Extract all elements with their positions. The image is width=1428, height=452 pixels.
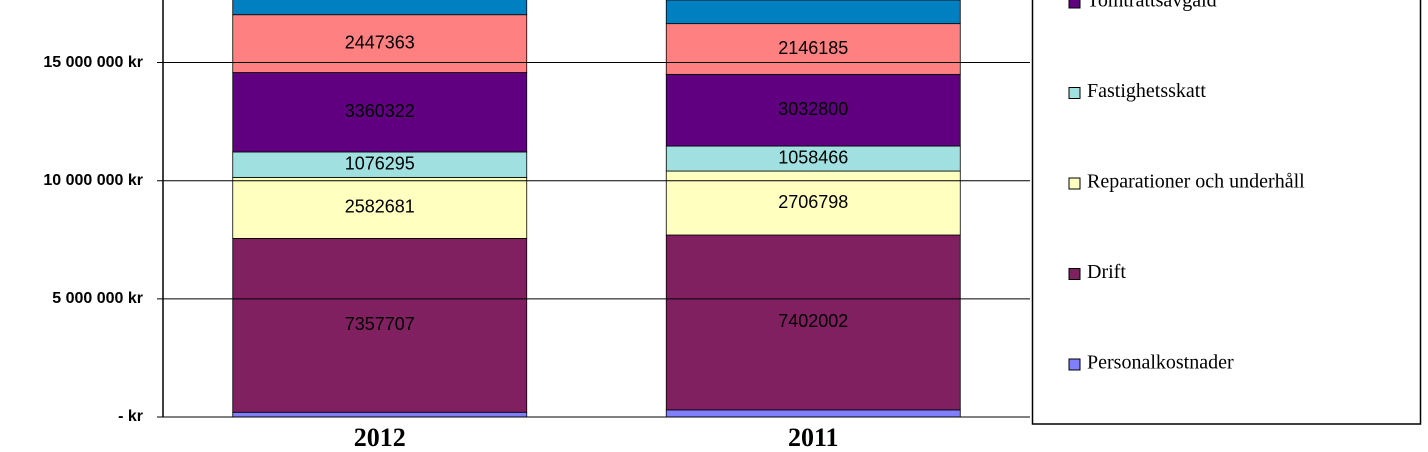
legend-swatch bbox=[1068, 358, 1081, 371]
bar-segment bbox=[665, 0, 961, 25]
data-label: 1076295 bbox=[345, 153, 415, 173]
bar-segment bbox=[665, 234, 961, 411]
legend-box bbox=[1031, 0, 1422, 425]
bar-segment bbox=[665, 170, 961, 236]
bar-segment bbox=[665, 73, 961, 147]
legend-label: Drift bbox=[1087, 261, 1126, 283]
bar-segment bbox=[232, 72, 528, 153]
legend-swatch bbox=[1068, 268, 1081, 280]
legend-swatch bbox=[1068, 0, 1081, 9]
bar-segment bbox=[232, 176, 528, 239]
data-label: 1058466 bbox=[778, 147, 848, 167]
plot-area: 7357707 2582681 1076295 3360322 2447363 74020… bbox=[232, 0, 961, 418]
bar-segment bbox=[232, 0, 528, 16]
legend-label: Fastighetsskatt bbox=[1087, 80, 1206, 102]
legend-swatch bbox=[1068, 87, 1081, 99]
legend-label: Reparationer och underhåll bbox=[1087, 171, 1305, 193]
data-label: 2706798 bbox=[778, 192, 848, 212]
data-label: 7402002 bbox=[778, 311, 848, 331]
data-label: 3032800 bbox=[778, 99, 848, 119]
data-label: 7357707 bbox=[345, 314, 415, 334]
legend-swatch bbox=[1068, 177, 1081, 190]
y-tick-label: - kr bbox=[118, 408, 143, 425]
data-label: 2582681 bbox=[345, 197, 415, 217]
y-tick-label: 5 000 000 kr bbox=[52, 290, 143, 307]
legend-label: Tomträttsavgäld bbox=[1087, 0, 1217, 12]
data-label: 3360322 bbox=[345, 101, 415, 121]
data-label: 2447363 bbox=[345, 32, 415, 52]
bar-segment bbox=[665, 23, 961, 75]
y-tick-label: 10 000 000 kr bbox=[43, 172, 143, 189]
bar-segment bbox=[232, 238, 528, 413]
bar-segment bbox=[232, 411, 528, 418]
bar-segment bbox=[665, 409, 961, 418]
legend-label: Personalkostnader bbox=[1087, 352, 1234, 374]
y-tick-label: 15 000 000 kr bbox=[43, 54, 143, 71]
x-tick-label: 2012 bbox=[354, 423, 406, 452]
x-tick-label: 2011 bbox=[788, 423, 839, 452]
data-label: 2146185 bbox=[778, 38, 848, 58]
bar-segment bbox=[665, 145, 961, 172]
